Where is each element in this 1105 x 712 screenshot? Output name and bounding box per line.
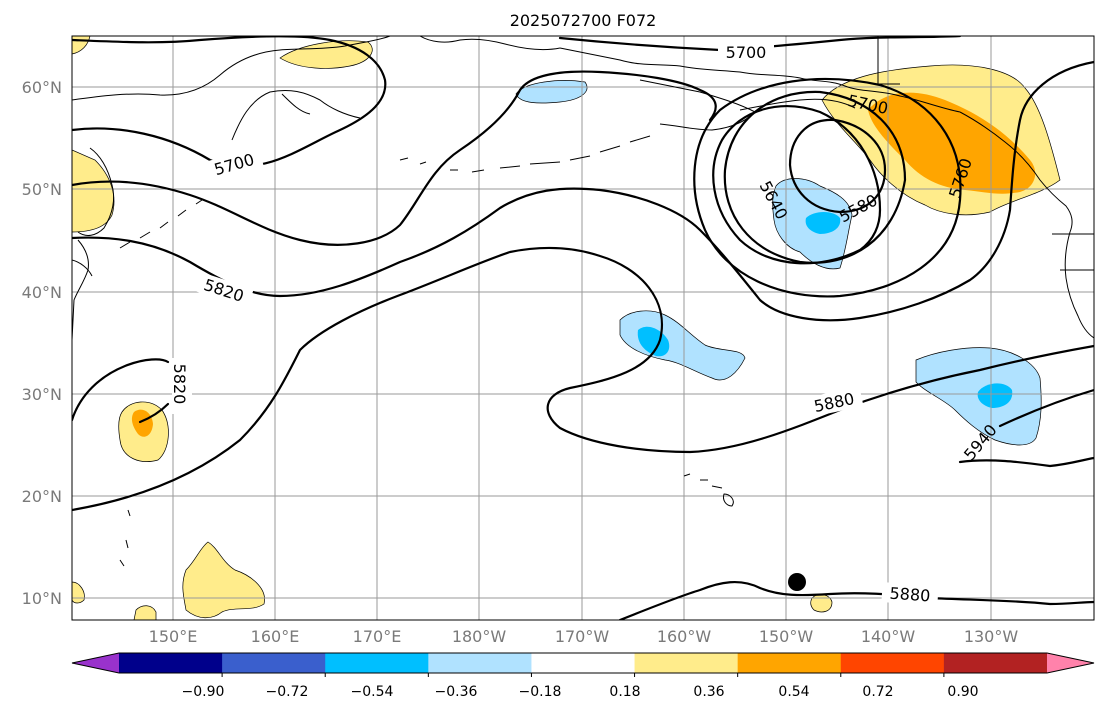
negative-anomaly-low-center-core (805, 212, 841, 234)
negative-anomaly-east-pacific-core (977, 383, 1013, 408)
colorbar-tick: −0.18 (519, 684, 562, 700)
colorbar-segment (634, 653, 739, 673)
colorbar-segment (737, 653, 842, 673)
colorbar-segment (119, 653, 223, 673)
lat-tick-60n: 60°N (22, 78, 62, 97)
colorbar-tick: 0.18 (609, 684, 640, 700)
lon-tick-140w: 140°W (861, 627, 916, 646)
lat-tick-30n: 30°N (22, 385, 62, 404)
positive-anomaly-kamchatka (72, 149, 115, 233)
lat-tick-10n: 10°N (22, 589, 62, 608)
storm-marker-dot (788, 573, 806, 591)
colorbar-tick: 0.54 (778, 684, 809, 700)
positive-anomaly-tropical (182, 541, 265, 619)
contour-label-5700-north: 5700 (726, 43, 767, 62)
colorbar-ticks: −0.90 −0.72 −0.54 −0.36 −0.18 0.18 0.36 … (182, 684, 979, 700)
colorbar-segment (531, 653, 636, 673)
lon-tick-180w: 180°W (452, 627, 507, 646)
colorbar-segment (428, 653, 532, 673)
colorbar (71, 652, 1095, 677)
lon-tick-160e: 160°E (251, 627, 300, 646)
map-frame (71, 35, 1095, 621)
positive-anomaly-tropical-sw (133, 605, 157, 620)
colorbar-segment (840, 653, 945, 673)
lon-tick-130w: 130°W (964, 627, 1019, 646)
map-panel: 5700 5700 5700 5580 5640 5760 5820 5820 … (72, 36, 1094, 620)
contour-label-5880-tropical: 5880 (889, 584, 931, 606)
colorbar-segment (222, 653, 326, 673)
lon-tick-160w: 160°W (657, 627, 712, 646)
colorbar-segment (943, 653, 1048, 673)
map-title: 2025072700 F072 (510, 11, 657, 30)
positive-anomaly-chukotka (279, 40, 373, 69)
colorbar-tick: 0.90 (947, 684, 978, 700)
lon-tick-150e: 150°E (149, 627, 198, 646)
colorbar-tick: −0.90 (182, 684, 225, 700)
lat-tick-50n: 50°N (22, 180, 62, 199)
lat-tick-40n: 40°N (22, 283, 62, 302)
colorbar-extend-high (1047, 653, 1094, 673)
positive-anomaly-near-marker (810, 594, 833, 613)
colorbar-tick: 0.72 (862, 684, 893, 700)
colorbar-segment (325, 653, 429, 673)
colorbar-extend-low (72, 653, 119, 673)
colorbar-outline (71, 652, 1095, 674)
longitude-axis: 150°E 160°E 170°E 180°W 170°W 160°W 150°… (149, 627, 1019, 646)
lon-tick-150w: 150°W (759, 627, 814, 646)
lat-tick-20n: 20°N (22, 487, 62, 506)
lon-tick-170e: 170°E (353, 627, 402, 646)
lon-tick-170w: 170°W (555, 627, 610, 646)
colorbar-tick: −0.72 (266, 684, 309, 700)
colorbar-tick: −0.36 (435, 684, 478, 700)
colorbar-tick: 0.36 (693, 684, 724, 700)
positive-anomaly-west-pacific-core (131, 409, 153, 437)
negative-anomaly-bering (515, 80, 588, 104)
colorbar-tick: −0.54 (351, 684, 394, 700)
contour-label-5820-west: 5820 (170, 364, 189, 405)
latitude-axis: 10°N 20°N 30°N 40°N 50°N 60°N (22, 78, 62, 608)
